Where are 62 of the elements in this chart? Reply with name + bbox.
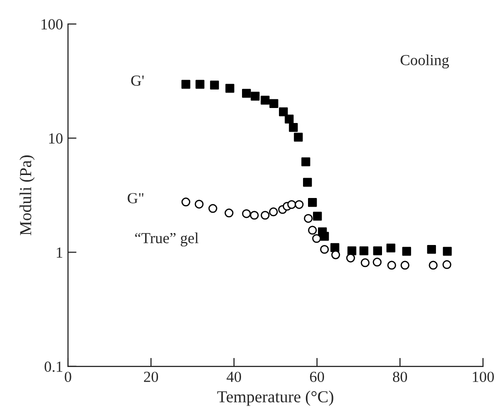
point	[269, 99, 278, 108]
y-axis-title: Moduli (Pa)	[20, 155, 35, 236]
y-tick-label: 0.1	[44, 362, 62, 372]
point	[400, 260, 410, 270]
point	[304, 214, 313, 223]
text: G'	[131, 75, 144, 86]
x-tick-label: 100	[472, 372, 494, 382]
point	[347, 246, 356, 256]
point	[360, 258, 370, 268]
x-axis-title: Temperature (°C)	[217, 390, 334, 406]
point	[387, 260, 396, 270]
point	[196, 80, 204, 89]
annotation: “True” gel	[135, 232, 198, 246]
point	[442, 246, 452, 256]
point	[260, 96, 270, 105]
point	[210, 80, 219, 90]
annotation: Cooling	[400, 54, 449, 68]
x-tick-label: 80	[392, 372, 408, 382]
x-tick-label: 20	[144, 372, 158, 382]
point	[225, 84, 234, 93]
point	[181, 198, 190, 206]
point	[242, 209, 251, 218]
point	[260, 210, 270, 220]
text: G"	[128, 193, 144, 204]
y-tick-label: 100	[42, 19, 63, 30]
point	[308, 198, 317, 207]
point	[427, 244, 436, 254]
point	[208, 204, 218, 213]
point	[312, 212, 322, 221]
point	[308, 226, 317, 235]
point	[224, 208, 234, 218]
x-tick-label: 40	[226, 372, 242, 382]
point	[301, 157, 310, 166]
point	[359, 246, 368, 256]
point	[320, 232, 329, 241]
point	[312, 234, 322, 243]
point	[428, 260, 438, 270]
point	[287, 200, 296, 209]
point	[288, 123, 298, 132]
point	[372, 258, 382, 267]
y-tick-label: 1	[56, 247, 62, 258]
point	[194, 200, 204, 209]
y-tick-label: 10	[49, 133, 63, 144]
x-tick-label: 0	[64, 372, 72, 382]
x-tick-label: 60	[310, 372, 324, 382]
point	[294, 132, 303, 142]
point	[402, 246, 412, 256]
point	[181, 80, 190, 89]
point	[250, 92, 260, 101]
point	[373, 246, 382, 256]
point	[442, 260, 452, 270]
point	[346, 254, 356, 262]
point	[330, 243, 340, 252]
point	[386, 244, 396, 252]
point	[303, 178, 312, 187]
point	[278, 107, 288, 116]
point	[284, 114, 294, 124]
point	[250, 210, 259, 220]
point	[268, 207, 278, 216]
point	[320, 244, 329, 254]
point	[294, 200, 304, 209]
point	[242, 88, 251, 98]
